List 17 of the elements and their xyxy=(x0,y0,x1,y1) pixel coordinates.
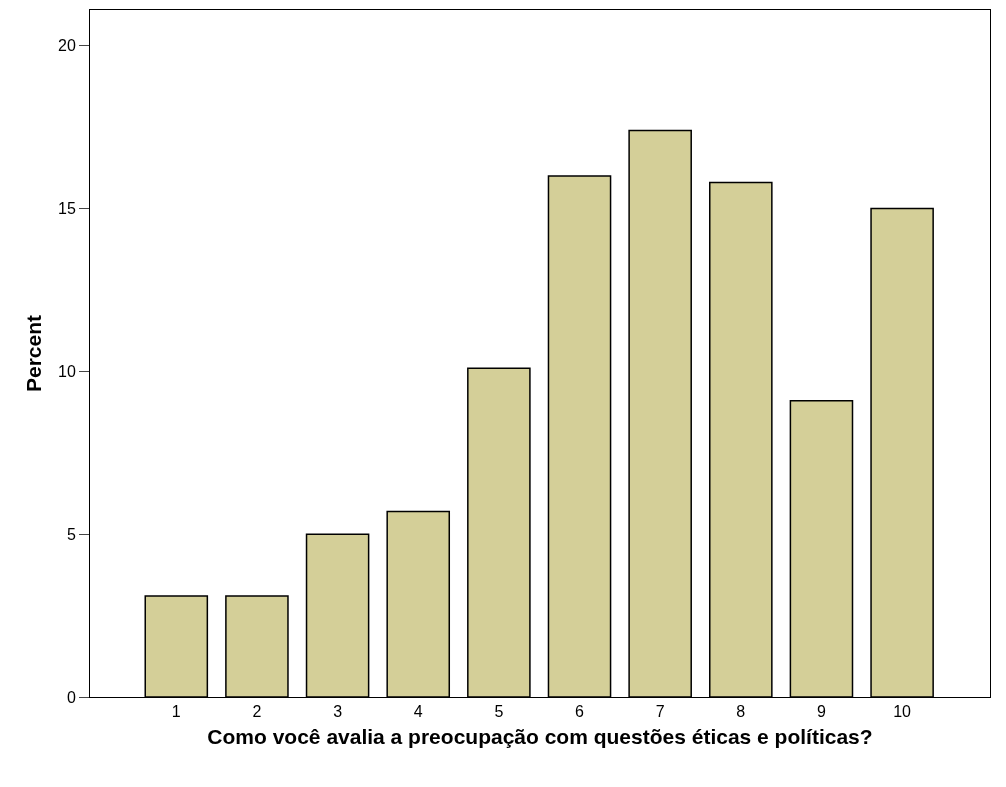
x-axis-title: Como você avalia a preocupação com questões éticas e políticas? xyxy=(207,725,873,749)
y-axis-title: Percent xyxy=(22,314,46,393)
y-tick-label: 0 xyxy=(66,688,76,706)
x-tick-label: 5 xyxy=(494,703,504,721)
x-tick-label: 7 xyxy=(655,703,665,721)
x-tick-label: 6 xyxy=(575,703,585,721)
x-tick-label: 10 xyxy=(893,703,912,721)
y-tick-label: 10 xyxy=(58,363,76,381)
x-tick-label: 2 xyxy=(252,703,262,721)
y-tick-label: 15 xyxy=(58,200,76,218)
x-tick-label: 1 xyxy=(171,703,181,721)
x-tick-label: 4 xyxy=(413,703,423,721)
x-tick-label: 3 xyxy=(333,703,343,721)
x-tick-label: 9 xyxy=(817,703,826,721)
y-tick-label: 5 xyxy=(66,525,76,543)
y-tick-label: 20 xyxy=(58,37,76,55)
x-tick-label: 8 xyxy=(736,703,746,721)
